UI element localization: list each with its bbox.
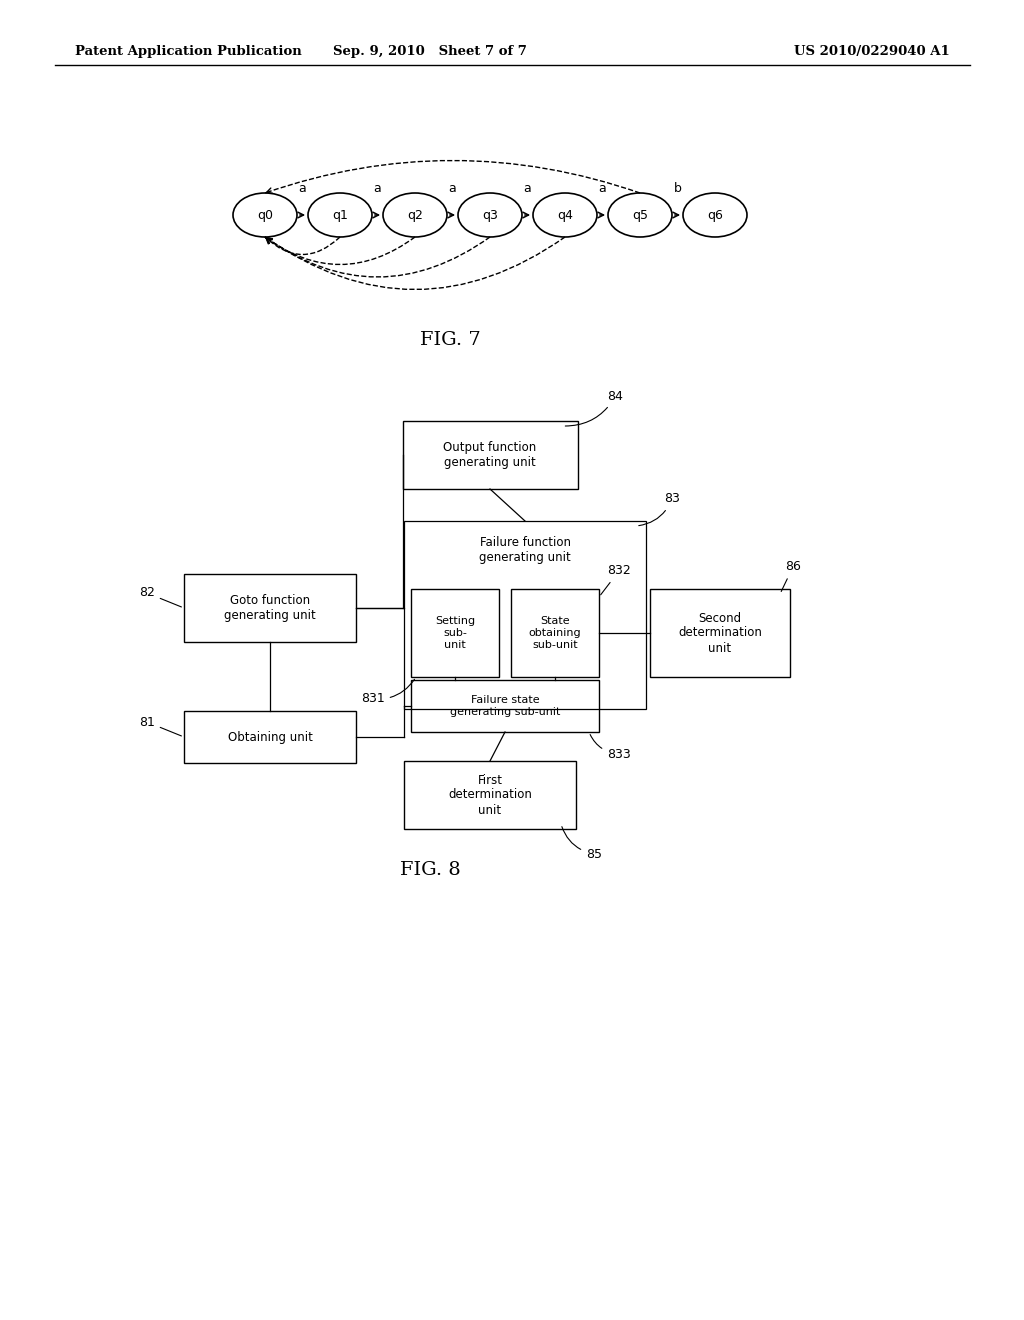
Text: q3: q3 xyxy=(482,209,498,222)
Text: Goto function
generating unit: Goto function generating unit xyxy=(224,594,315,622)
Text: 831: 831 xyxy=(361,680,415,705)
Text: First
determination
unit: First determination unit xyxy=(449,774,531,817)
Text: b: b xyxy=(674,182,681,195)
Bar xyxy=(411,680,599,733)
Text: q6: q6 xyxy=(707,209,723,222)
Text: FIG. 8: FIG. 8 xyxy=(399,861,461,879)
Bar xyxy=(404,762,575,829)
Text: Obtaining unit: Obtaining unit xyxy=(227,730,312,743)
Bar xyxy=(404,521,646,709)
Text: a: a xyxy=(523,182,531,195)
Bar xyxy=(511,589,599,677)
Text: a: a xyxy=(374,182,381,195)
Text: 85: 85 xyxy=(562,826,602,861)
Bar xyxy=(411,589,499,677)
Text: Second
determination
unit: Second determination unit xyxy=(678,611,762,655)
Text: 81: 81 xyxy=(139,715,181,737)
Text: Output function
generating unit: Output function generating unit xyxy=(443,441,537,469)
Text: q2: q2 xyxy=(408,209,423,222)
Text: 832: 832 xyxy=(601,565,631,595)
Text: q5: q5 xyxy=(632,209,648,222)
Text: a: a xyxy=(299,182,306,195)
Text: Patent Application Publication: Patent Application Publication xyxy=(75,45,302,58)
Text: Failure function
generating unit: Failure function generating unit xyxy=(479,536,570,564)
Bar xyxy=(402,421,578,488)
Text: 833: 833 xyxy=(590,734,631,760)
Text: US 2010/0229040 A1: US 2010/0229040 A1 xyxy=(795,45,950,58)
Bar xyxy=(650,589,790,677)
Text: a: a xyxy=(599,182,606,195)
Text: a: a xyxy=(449,182,457,195)
Text: Failure state
generating sub-unit: Failure state generating sub-unit xyxy=(450,696,560,717)
Text: FIG. 7: FIG. 7 xyxy=(420,331,480,348)
Bar xyxy=(184,574,356,642)
Text: 86: 86 xyxy=(781,561,801,591)
Text: q1: q1 xyxy=(332,209,348,222)
Bar xyxy=(184,711,356,763)
Text: q4: q4 xyxy=(557,209,573,222)
Text: 82: 82 xyxy=(139,586,181,607)
Text: Setting
sub-
unit: Setting sub- unit xyxy=(435,616,475,649)
Text: 84: 84 xyxy=(565,389,624,426)
Text: State
obtaining
sub-unit: State obtaining sub-unit xyxy=(528,616,582,649)
Text: q0: q0 xyxy=(257,209,273,222)
Text: Sep. 9, 2010   Sheet 7 of 7: Sep. 9, 2010 Sheet 7 of 7 xyxy=(333,45,527,58)
Text: 83: 83 xyxy=(639,492,680,525)
